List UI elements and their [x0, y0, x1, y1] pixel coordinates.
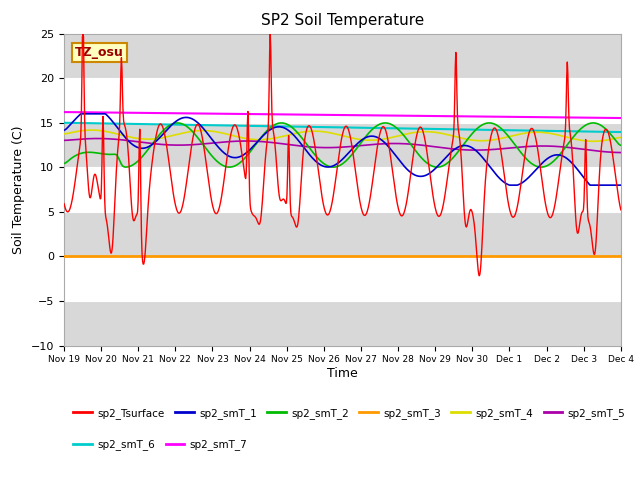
Text: TZ_osu: TZ_osu: [75, 46, 124, 59]
Bar: [64, 301, 621, 346]
Legend: sp2_smT_6, sp2_smT_7: sp2_smT_6, sp2_smT_7: [69, 435, 252, 454]
Y-axis label: Soil Temperature (C): Soil Temperature (C): [12, 125, 26, 254]
Bar: [64, 212, 621, 256]
Title: SP2 Soil Temperature: SP2 Soil Temperature: [260, 13, 424, 28]
Bar: [64, 34, 621, 78]
Bar: [64, 123, 621, 168]
X-axis label: Time: Time: [327, 367, 358, 380]
